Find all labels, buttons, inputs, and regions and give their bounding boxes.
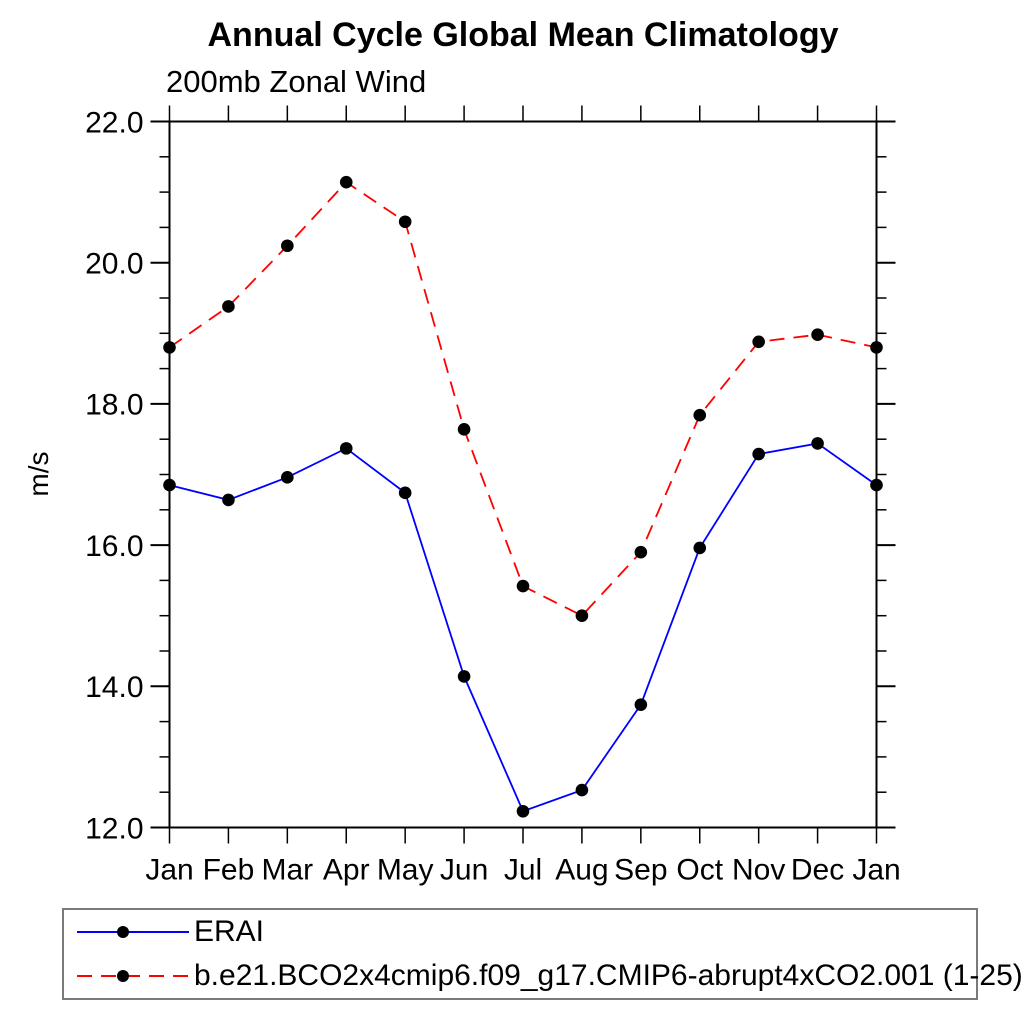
legend-item-model: b.e21.BCO2x4cmip6.f09_g17.CMIP6-abrupt4x…: [64, 955, 1023, 997]
data-point-marker: [398, 215, 412, 229]
chart-subtitle: 200mb Zonal Wind: [166, 64, 427, 99]
x-tick-label: Nov: [732, 854, 785, 887]
y-tick-label: 12.0: [85, 812, 143, 845]
data-point-marker: [870, 341, 883, 354]
x-tick-label: Jan: [145, 854, 193, 887]
data-point-marker: [163, 341, 176, 354]
chart-title: Annual Cycle Global Mean Climatology: [207, 16, 839, 54]
x-tick-label: May: [377, 854, 434, 887]
data-point-marker: [281, 471, 294, 484]
legend-label-model: b.e21.BCO2x4cmip6.f09_g17.CMIP6-abrupt4x…: [194, 959, 1023, 992]
data-point-marker: [398, 486, 412, 500]
y-tick-label: 18.0: [85, 389, 143, 422]
x-tick-label: Mar: [261, 854, 313, 887]
x-axis: Jan Feb Mar Apr May Jun Jul Aug Sep Oct Nov Dec Jan: [145, 105, 901, 887]
data-point-marker: [516, 804, 530, 818]
legend-marker-dot: [117, 926, 129, 938]
x-tick-label: Jan: [852, 854, 900, 887]
legend-sample-dashed-line: [77, 970, 189, 982]
x-tick-label: Jun: [440, 854, 488, 887]
data-point-marker: [575, 609, 589, 622]
data-point-marker: [339, 442, 353, 455]
y-axis-title: m/s: [23, 451, 54, 496]
plot-frame: [168, 120, 878, 829]
data-point-marker: [163, 478, 176, 492]
data-point-marker: [870, 478, 883, 492]
y-axis: 12.0 14.0 16.0 18.0 20.0 22.0: [85, 106, 896, 845]
x-tick-label: Jul: [504, 854, 542, 887]
x-tick-label: Feb: [203, 854, 255, 887]
x-tick-label: Dec: [791, 854, 844, 887]
series-erai: [163, 437, 883, 818]
legend-item-erai: ERAI: [64, 911, 976, 953]
data-point-marker: [693, 541, 707, 555]
series-line: [168, 181, 877, 617]
series-model: [163, 175, 883, 622]
y-tick-label: 20.0: [85, 248, 143, 281]
data-point-marker: [222, 300, 235, 313]
y-tick-label: 14.0: [85, 671, 143, 704]
data-point-marker: [222, 493, 235, 507]
data-point-marker: [457, 423, 471, 436]
data-point-marker: [811, 437, 824, 450]
x-tick-label: Sep: [614, 854, 667, 887]
y-tick-label: 22.0: [85, 106, 143, 139]
data-point-marker: [575, 783, 589, 797]
x-tick-label: Apr: [323, 854, 370, 887]
legend-label-erai: ERAI: [194, 915, 265, 948]
series-line: [169, 442, 878, 813]
data-point-marker: [516, 579, 530, 593]
x-tick-label: Aug: [555, 854, 608, 887]
data-point-marker: [752, 447, 765, 461]
x-tick-label: Oct: [676, 854, 723, 887]
data-point-marker: [339, 175, 353, 189]
data-point-marker: [634, 698, 648, 711]
data-point-marker: [281, 239, 294, 253]
legend-sample-solid-line: [77, 926, 189, 938]
data-point-marker: [634, 545, 648, 559]
data-point-marker: [811, 328, 824, 342]
legend-box: ERAI b.e21.BCO2x4cmip6.f09_g17.CMIP6-abr…: [62, 908, 1023, 1000]
data-point-marker: [752, 335, 765, 349]
data-point-marker: [693, 408, 707, 422]
legend-marker-dot: [117, 970, 129, 982]
y-tick-label: 16.0: [85, 530, 143, 563]
data-point-marker: [457, 670, 471, 683]
